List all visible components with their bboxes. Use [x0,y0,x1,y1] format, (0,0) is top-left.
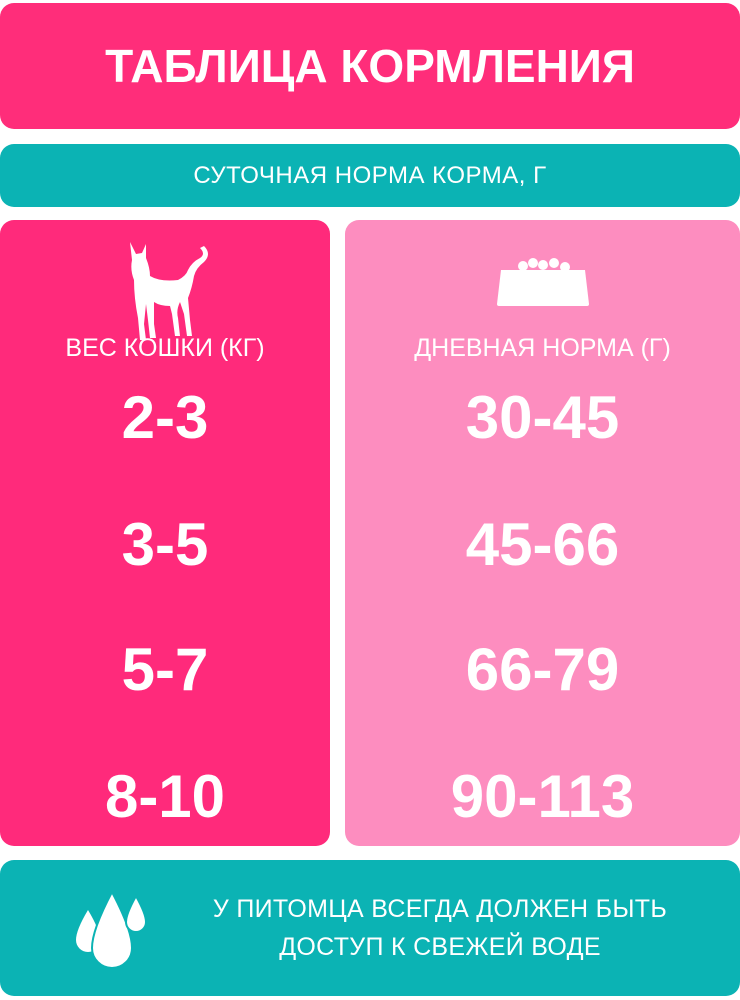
weight-value: 3-5 [121,511,209,578]
water-drops-icon [76,890,148,969]
norm-value: 66-79 [465,636,620,703]
page-title: ТАБЛИЦА КОРМЛЕНИЯ [105,40,635,92]
water-note-line1: У ПИТОМЦА ВСЕГДА ДОЛЖЕН БЫТЬ [212,895,668,923]
norm-value: 90-113 [450,763,635,830]
water-note-banner: У ПИТОМЦА ВСЕГДА ДОЛЖЕН БЫТЬ ДОСТУП К СВ… [0,860,740,996]
weight-value: 2-3 [121,384,209,451]
norm-value: 45-66 [465,511,620,578]
daily-norm-header: ДНЕВНАЯ НОРМА (Г) [414,334,671,362]
subtitle: СУТОЧНАЯ НОРМА КОРМА, Г [193,161,547,189]
weight-value: 8-10 [104,763,226,830]
daily-norm-column: ДНЕВНАЯ НОРМА (Г) 30-45 45-66 66-79 90-1… [345,220,740,846]
food-bowl-icon [496,258,589,306]
title-banner: ТАБЛИЦА КОРМЛЕНИЯ [0,3,740,129]
cat-weight-header: ВЕС КОШКИ (КГ) [65,334,265,362]
cat-icon [130,242,208,340]
norm-value: 30-45 [465,384,620,451]
subtitle-banner: СУТОЧНАЯ НОРМА КОРМА, Г [0,144,740,207]
water-note: У ПИТОМЦА ВСЕГДА ДОЛЖЕН БЫТЬ ДОСТУП К СВ… [190,890,690,966]
weight-value: 5-7 [121,636,209,703]
cat-weight-column: ВЕС КОШКИ (КГ) 2-3 3-5 5-7 8-10 [0,220,330,846]
water-note-line2: ДОСТУП К СВЕЖЕЙ ВОДЕ [279,933,601,961]
